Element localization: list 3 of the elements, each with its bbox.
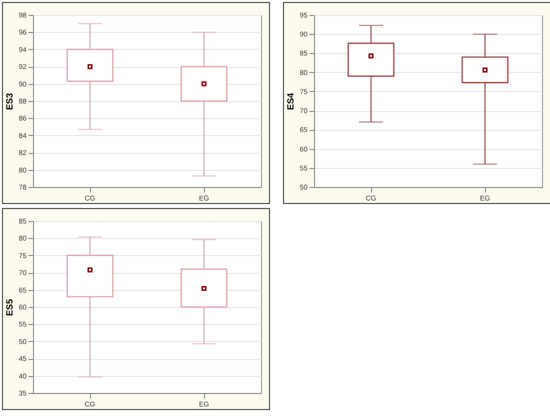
y-axis-title: ES3 bbox=[4, 92, 15, 110]
y-axis-title: ES4 bbox=[286, 92, 296, 110]
y-axis-title: ES5 bbox=[4, 298, 15, 316]
